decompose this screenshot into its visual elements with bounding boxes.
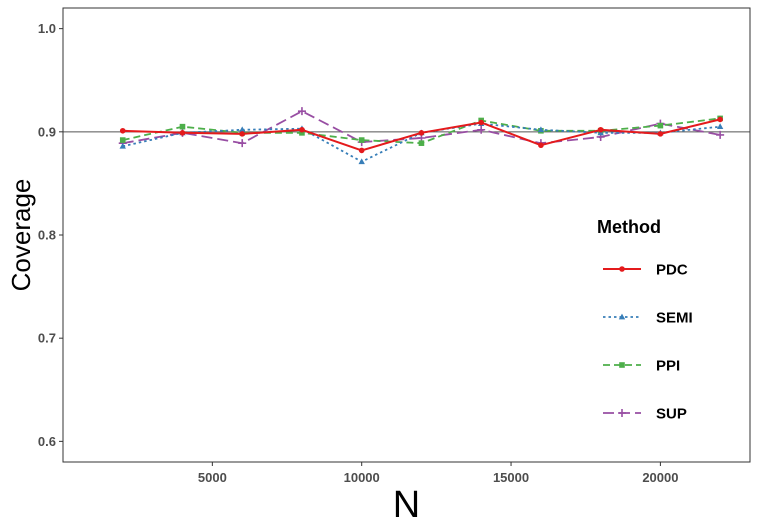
y-tick-label: 0.6 (38, 434, 56, 449)
x-axis-title: N (393, 484, 420, 526)
data-point-semi (119, 142, 126, 149)
data-point-semi (239, 126, 246, 133)
data-point-ppi (358, 137, 365, 143)
data-point-sup (297, 107, 306, 116)
x-tick-label: 5000 (198, 470, 227, 485)
legend-label-semi: SEMI (656, 310, 693, 327)
data-point-pdc (418, 130, 425, 136)
data-point-ppi (179, 123, 186, 130)
data-point-pdc (597, 126, 604, 133)
legend-marker-sup (618, 409, 626, 417)
x-tick-label: 15000 (493, 470, 529, 485)
x-tick-label: 20000 (642, 470, 678, 485)
y-tick-label: 1.0 (38, 21, 56, 36)
data-point-pdc (358, 147, 365, 154)
legend: Method PDC SEMI PPI SUP (597, 217, 693, 423)
data-point-ppi (119, 137, 126, 143)
data-point-pdc (717, 116, 723, 123)
legend-label-ppi: PPI (656, 358, 680, 375)
y-tick-label: 0.9 (38, 124, 56, 139)
x-tick-label: 10000 (344, 470, 380, 485)
data-point-pdc (657, 131, 664, 137)
data-point-pdc (119, 127, 126, 134)
legend-title: Method (597, 217, 661, 237)
legend-marker-pdc (619, 266, 625, 272)
data-point-pdc (239, 131, 246, 137)
y-tick-label: 0.8 (38, 228, 56, 243)
y-tick-label: 0.7 (38, 331, 56, 346)
legend-label-sup: SUP (656, 406, 687, 423)
data-point-semi (716, 123, 724, 130)
data-point-pdc (478, 119, 484, 126)
legend-label-pdc: PDC (656, 262, 688, 279)
data-point-pdc (299, 126, 305, 133)
data-point-pdc (179, 130, 186, 136)
legend-marker-semi (618, 313, 626, 320)
y-axis-title: Coverage (6, 179, 36, 292)
series-line-sup (122, 110, 721, 145)
axes-layer: 5000 10000 15000 20000 0.6 0.7 0.8 0.9 1.0 (38, 21, 679, 485)
series-layer (118, 107, 725, 165)
data-point-semi (358, 158, 365, 165)
series-pdc (119, 116, 723, 154)
data-point-semi (537, 126, 545, 133)
data-point-sup (238, 139, 247, 148)
data-point-ppi (299, 130, 305, 136)
legend-marker-ppi (619, 362, 625, 368)
data-point-sup (477, 125, 486, 134)
data-point-ppi (418, 140, 425, 146)
data-point-pdc (538, 142, 544, 149)
data-point-sup (716, 130, 725, 139)
plot-panel (63, 8, 750, 462)
data-point-ppi (657, 122, 664, 129)
